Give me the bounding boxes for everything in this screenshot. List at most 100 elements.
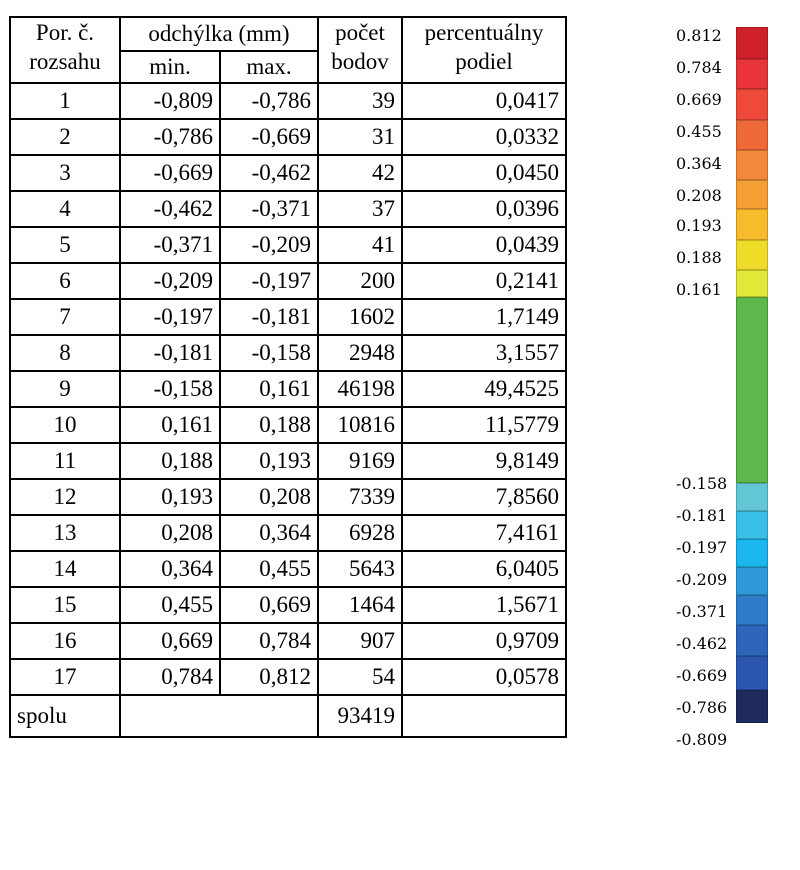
- range-index-cell: 15: [9, 586, 121, 624]
- deviation-min-cell: 0,455: [119, 586, 221, 624]
- table-row: 8 -0,181 -0,158 2948 3,1557: [9, 334, 567, 372]
- deviation-max-cell: -0,181: [219, 298, 319, 336]
- total-empty-deviation: [119, 694, 319, 738]
- point-count-cell: 54: [317, 658, 403, 696]
- point-count-cell: 1464: [317, 586, 403, 624]
- scale-label: 0.455: [676, 122, 722, 141]
- percentage-cell: 0,9709: [401, 622, 567, 660]
- deviation-min-cell: -0,181: [119, 334, 221, 372]
- percentage-cell: 9,8149: [401, 442, 567, 480]
- deviation-min-cell: 0,188: [119, 442, 221, 480]
- percentage-cell: 3,1557: [401, 334, 567, 372]
- percentage-cell: 49,4525: [401, 370, 567, 408]
- color-swatch: [736, 270, 768, 297]
- scale-label: 0.784: [676, 58, 722, 77]
- deviation-max-cell: 0,364: [219, 514, 319, 552]
- range-index-cell: 10: [9, 406, 121, 444]
- header-max: max.: [219, 50, 319, 84]
- percentage-cell: 0,0578: [401, 658, 567, 696]
- percentage-cell: 1,5671: [401, 586, 567, 624]
- header-percentage: percentuálny podiel: [401, 16, 567, 84]
- deviation-table: Por. č. rozsahu odchýlka (mm) počet bodo…: [9, 16, 567, 738]
- deviation-min-cell: 0,193: [119, 478, 221, 516]
- color-swatch: [736, 539, 768, 567]
- header-point-count-line2: bodov: [331, 49, 389, 74]
- deviation-max-cell: 0,455: [219, 550, 319, 588]
- color-swatch: [736, 180, 768, 209]
- percentage-cell: 0,0417: [401, 82, 567, 120]
- deviation-min-cell: 0,669: [119, 622, 221, 660]
- point-count-cell: 10816: [317, 406, 403, 444]
- color-swatch: [736, 240, 768, 270]
- total-row: spolu 93419: [9, 694, 567, 738]
- deviation-max-cell: -0,158: [219, 334, 319, 372]
- color-swatch: [736, 209, 768, 240]
- header-min: min.: [119, 50, 221, 84]
- color-swatch: [736, 511, 768, 539]
- color-swatch: [736, 150, 768, 180]
- scale-label: -0.669: [676, 666, 728, 685]
- color-swatch: [736, 483, 768, 511]
- deviation-min-cell: 0,784: [119, 658, 221, 696]
- deviation-max-cell: 0,812: [219, 658, 319, 696]
- table-row: 9 -0,158 0,161 46198 49,4525: [9, 370, 567, 408]
- header-percentage-line2: podiel: [455, 49, 513, 74]
- color-swatch: [736, 89, 768, 120]
- scale-label: 0.188: [676, 248, 722, 267]
- table-row: 5 -0,371 -0,209 41 0,0439: [9, 226, 567, 264]
- table-row: 15 0,455 0,669 1464 1,5671: [9, 586, 567, 624]
- table-row: 2 -0,786 -0,669 31 0,0332: [9, 118, 567, 156]
- range-index-cell: 17: [9, 658, 121, 696]
- point-count-cell: 5643: [317, 550, 403, 588]
- color-swatch: [736, 656, 768, 690]
- point-count-cell: 1602: [317, 298, 403, 336]
- point-count-cell: 200: [317, 262, 403, 300]
- deviation-max-cell: 0,161: [219, 370, 319, 408]
- color-swatch: [736, 690, 768, 723]
- deviation-min-cell: -0,371: [119, 226, 221, 264]
- scale-label: 0.208: [676, 186, 722, 205]
- point-count-cell: 907: [317, 622, 403, 660]
- color-swatch: [736, 27, 768, 59]
- point-count-cell: 31: [317, 118, 403, 156]
- table-row: 12 0,193 0,208 7339 7,8560: [9, 478, 567, 516]
- range-index-cell: 7: [9, 298, 121, 336]
- scale-label: 0.193: [676, 216, 722, 235]
- range-index-cell: 13: [9, 514, 121, 552]
- point-count-cell: 7339: [317, 478, 403, 516]
- deviation-min-cell: -0,669: [119, 154, 221, 192]
- point-count-cell: 39: [317, 82, 403, 120]
- percentage-cell: 7,8560: [401, 478, 567, 516]
- deviation-max-cell: -0,669: [219, 118, 319, 156]
- percentage-cell: 6,0405: [401, 550, 567, 588]
- percentage-cell: 0,0439: [401, 226, 567, 264]
- header-point-count: počet bodov: [317, 16, 403, 84]
- deviation-max-cell: 0,208: [219, 478, 319, 516]
- scale-label: -0.158: [676, 474, 728, 493]
- color-scale-bar: [736, 0, 768, 870]
- table-row: 3 -0,669 -0,462 42 0,0450: [9, 154, 567, 192]
- deviation-min-cell: -0,809: [119, 82, 221, 120]
- range-index-cell: 4: [9, 190, 121, 228]
- deviation-min-cell: -0,786: [119, 118, 221, 156]
- deviation-min-cell: 0,161: [119, 406, 221, 444]
- deviation-min-cell: 0,364: [119, 550, 221, 588]
- header-point-count-line1: počet: [335, 20, 385, 45]
- total-count: 93419: [317, 694, 403, 738]
- deviation-max-cell: 0,784: [219, 622, 319, 660]
- color-swatch: [736, 595, 768, 625]
- scale-label: -0.809: [676, 730, 728, 749]
- deviation-min-cell: 0,208: [119, 514, 221, 552]
- deviation-min-cell: -0,462: [119, 190, 221, 228]
- range-index-cell: 12: [9, 478, 121, 516]
- range-index-cell: 14: [9, 550, 121, 588]
- scale-label: 0.364: [676, 154, 722, 173]
- deviation-min-cell: -0,209: [119, 262, 221, 300]
- range-index-cell: 2: [9, 118, 121, 156]
- scale-label: -0.181: [676, 506, 728, 525]
- total-label: spolu: [9, 694, 121, 738]
- deviation-max-cell: -0,197: [219, 262, 319, 300]
- percentage-cell: 7,4161: [401, 514, 567, 552]
- deviation-max-cell: -0,209: [219, 226, 319, 264]
- scale-label: -0.209: [676, 570, 728, 589]
